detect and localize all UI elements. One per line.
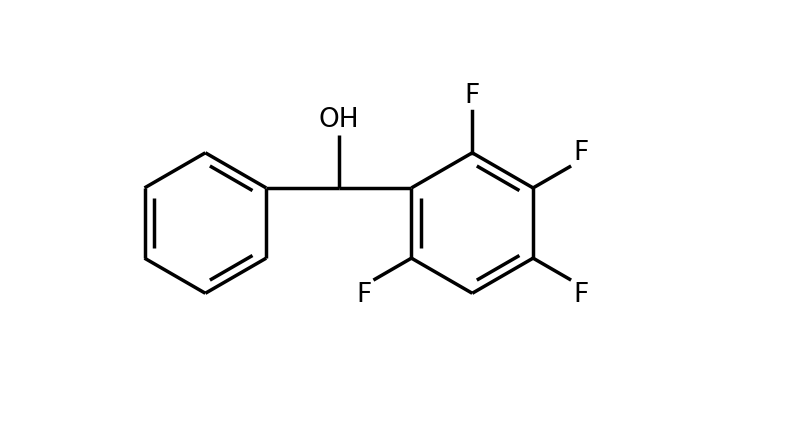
Text: F: F xyxy=(465,83,480,109)
Text: F: F xyxy=(573,139,589,165)
Text: F: F xyxy=(573,282,589,308)
Text: F: F xyxy=(356,282,371,308)
Text: OH: OH xyxy=(318,107,359,133)
